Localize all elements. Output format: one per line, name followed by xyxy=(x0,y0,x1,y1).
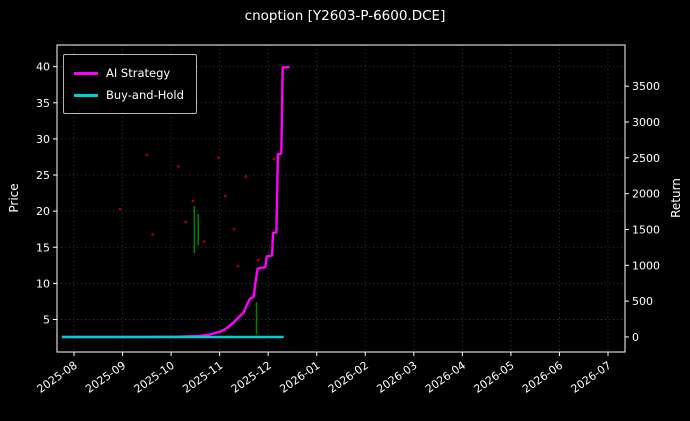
svg-text:2026-01: 2026-01 xyxy=(277,359,322,396)
legend-label-buy-and-hold: Buy-and-Hold xyxy=(106,88,184,102)
svg-text:2025-09: 2025-09 xyxy=(83,359,128,396)
svg-text:40: 40 xyxy=(36,61,50,74)
svg-text:15: 15 xyxy=(36,241,50,254)
svg-text:2500: 2500 xyxy=(632,152,660,165)
chart-title: cnoption [Y2603-P-6600.DCE] xyxy=(244,8,446,24)
svg-text:2025-10: 2025-10 xyxy=(132,359,177,396)
svg-text:3000: 3000 xyxy=(632,116,660,129)
svg-text:500: 500 xyxy=(632,295,653,308)
svg-text:2026-02: 2026-02 xyxy=(326,359,371,396)
svg-text:10: 10 xyxy=(36,277,50,290)
svg-text:30: 30 xyxy=(36,133,50,146)
svg-text:2025-11: 2025-11 xyxy=(180,359,225,396)
svg-text:2026-06: 2026-06 xyxy=(520,359,565,396)
svg-text:2000: 2000 xyxy=(632,188,660,201)
svg-text:5: 5 xyxy=(43,313,50,326)
svg-text:20: 20 xyxy=(36,205,50,218)
left-axis-label: Price xyxy=(7,183,21,213)
svg-text:2026-05: 2026-05 xyxy=(472,359,517,396)
svg-text:1000: 1000 xyxy=(632,259,660,272)
svg-text:25: 25 xyxy=(36,169,50,182)
svg-text:2025-08: 2025-08 xyxy=(35,359,80,396)
svg-text:2026-07: 2026-07 xyxy=(569,359,614,396)
svg-text:2026-03: 2026-03 xyxy=(374,359,419,396)
svg-text:3500: 3500 xyxy=(632,80,660,93)
svg-text:35: 35 xyxy=(36,97,50,110)
legend-item-ai-strategy: AI Strategy xyxy=(74,62,184,84)
ai-strategy-line-swatch xyxy=(74,71,98,75)
svg-text:1500: 1500 xyxy=(632,223,660,236)
legend-item-buy-and-hold: Buy-and-Hold xyxy=(74,84,184,106)
right-axis-label: Return xyxy=(669,178,683,218)
legend: AI Strategy Buy-and-Hold xyxy=(63,54,197,114)
svg-text:0: 0 xyxy=(632,331,639,344)
legend-label-ai-strategy: AI Strategy xyxy=(106,66,171,80)
svg-text:2026-04: 2026-04 xyxy=(423,359,468,396)
svg-text:2025-12: 2025-12 xyxy=(229,359,274,396)
buy-and-hold-line-swatch xyxy=(74,93,98,97)
